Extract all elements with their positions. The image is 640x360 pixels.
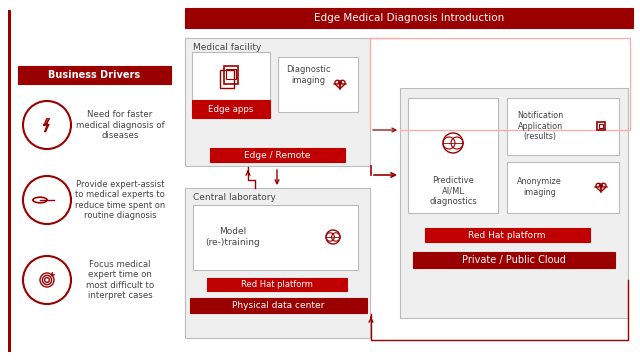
Text: Model
(re-)training: Model (re-)training	[205, 227, 260, 247]
Text: Private / Public Cloud: Private / Public Cloud	[462, 255, 566, 265]
Text: Notification
Application
(results): Notification Application (results)	[517, 111, 563, 141]
Bar	[507, 162, 619, 213]
Text: Provide expert-assist
to medical experts to
reduce time spent on
routine diagnos: Provide expert-assist to medical experts…	[75, 180, 165, 220]
Bar	[190, 298, 367, 313]
Bar	[400, 88, 628, 318]
Text: Red Hat platform: Red Hat platform	[241, 280, 313, 289]
Bar	[185, 38, 370, 166]
Text: Focus medical
expert time on
most difficult to
interpret cases: Focus medical expert time on most diffic…	[86, 260, 154, 300]
Bar	[227, 69, 236, 79]
Text: Edge Medical Diagnosis Introduction: Edge Medical Diagnosis Introduction	[314, 13, 504, 23]
Bar	[599, 124, 603, 128]
Bar	[185, 188, 370, 338]
Bar	[185, 8, 633, 28]
Bar	[425, 228, 590, 242]
Bar	[507, 98, 619, 155]
Bar	[8, 10, 11, 352]
Bar	[193, 205, 358, 270]
Text: Medical facility: Medical facility	[193, 42, 261, 51]
Text: Edge / Remote: Edge / Remote	[244, 150, 310, 159]
Bar	[18, 66, 171, 84]
Bar	[207, 278, 347, 291]
Bar	[408, 98, 498, 213]
Text: Predictive
AI/ML
diagnostics: Predictive AI/ML diagnostics	[429, 176, 477, 206]
Text: Red Hat platform: Red Hat platform	[468, 230, 546, 239]
Bar	[278, 57, 358, 112]
Bar	[596, 122, 605, 130]
Bar	[225, 66, 237, 84]
Bar	[210, 148, 345, 162]
Text: Need for faster
medical diagnosis of
diseases: Need for faster medical diagnosis of dis…	[76, 110, 164, 140]
Bar	[220, 70, 234, 88]
Text: Diagnostic
imaging: Diagnostic imaging	[286, 65, 330, 85]
Text: Central laboratory: Central laboratory	[193, 193, 276, 202]
Text: Anonymize
imaging: Anonymize imaging	[517, 177, 562, 197]
Bar	[192, 52, 270, 118]
Text: Edge apps: Edge apps	[208, 104, 253, 113]
Text: Business Drivers: Business Drivers	[48, 70, 140, 80]
Bar	[192, 100, 270, 118]
Text: Physical data center: Physical data center	[232, 301, 324, 310]
Bar	[413, 252, 615, 268]
